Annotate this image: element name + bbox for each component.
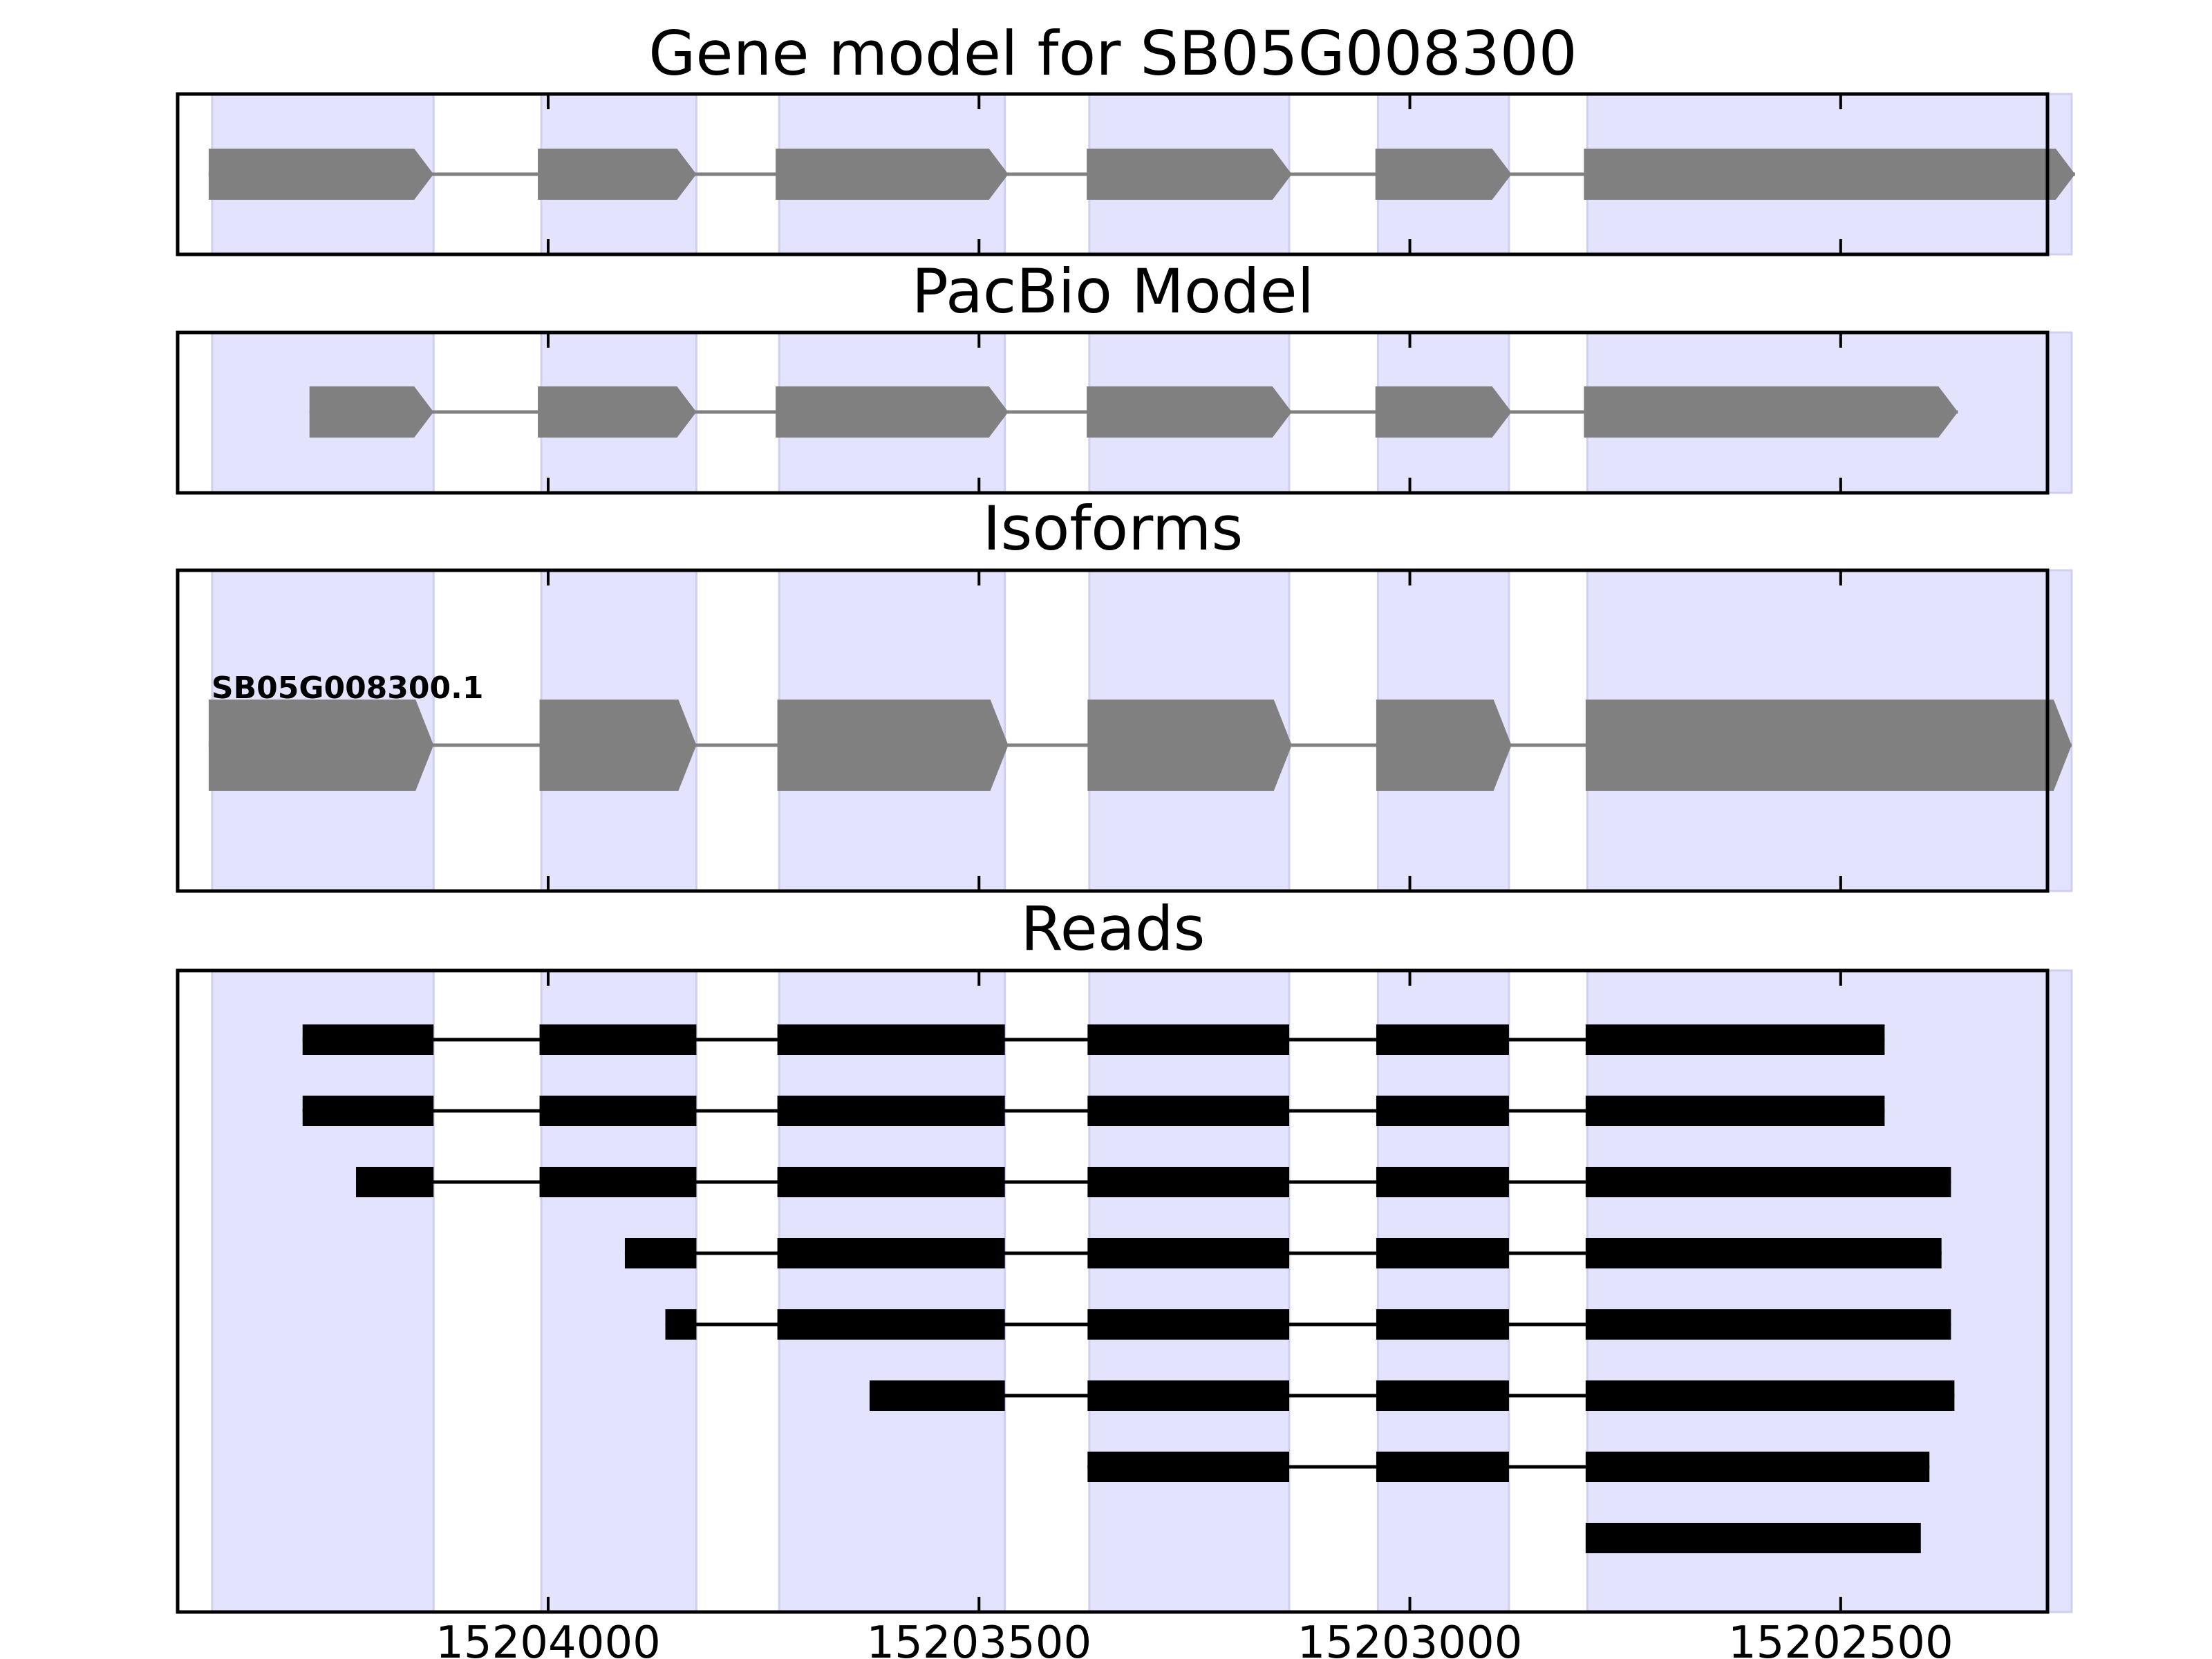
- exon-feature: [1584, 149, 2075, 200]
- read-row: [665, 1309, 1951, 1340]
- exon-feature: [1087, 149, 1292, 200]
- x-tick-label: 15203500: [866, 1618, 1091, 1659]
- read-block: [302, 1096, 434, 1126]
- read-block: [1376, 1167, 1509, 1197]
- panel-frame: [176, 92, 2050, 256]
- exon-feature: [1376, 700, 1512, 791]
- read-block: [1585, 1523, 1921, 1553]
- x-tick-label: 15202500: [1728, 1618, 1953, 1659]
- panel-title: PacBio Model: [912, 256, 1314, 327]
- exon-region-band: [540, 969, 697, 1613]
- read-row: [356, 1167, 1951, 1197]
- exon-feature: [776, 149, 1009, 200]
- read-block: [1087, 1024, 1290, 1055]
- read-block: [539, 1024, 697, 1055]
- exon-feature: [1375, 149, 1512, 200]
- x-axis: 15204000 15203500 15203000 15202500: [435, 1618, 1953, 1659]
- read-block: [624, 1238, 697, 1268]
- exon-region-band: [1088, 969, 1291, 1613]
- read-row: [1585, 1523, 1921, 1553]
- read-block: [1087, 1380, 1290, 1411]
- gene-panel: Gene model for SB05G008300: [176, 18, 2075, 256]
- read-block: [1087, 1309, 1290, 1340]
- read-block: [1585, 1238, 1942, 1268]
- read-block: [1087, 1452, 1290, 1482]
- read-block: [1585, 1167, 1951, 1197]
- panel-title: Gene model for SB05G008300: [648, 18, 1577, 89]
- panel-frame: [176, 968, 2050, 1614]
- exon-region-band: [778, 969, 1006, 1613]
- read-block: [777, 1096, 1005, 1126]
- read-block: [1087, 1096, 1290, 1126]
- read-block: [777, 1238, 1005, 1268]
- read-block: [1376, 1238, 1509, 1268]
- read-row: [302, 1096, 1885, 1126]
- read-row: [624, 1238, 1942, 1268]
- read-block: [1376, 1309, 1509, 1340]
- panel-title: Reads: [1021, 893, 1206, 964]
- exon-feature: [776, 386, 1009, 438]
- panel-frame: [176, 568, 2050, 893]
- read-block: [1376, 1096, 1509, 1126]
- read-block: [777, 1167, 1005, 1197]
- isoform-label: SB05G008300.1: [212, 671, 484, 706]
- read-block: [777, 1024, 1005, 1055]
- reads-panel: Reads: [176, 893, 2073, 1614]
- exon-feature: [208, 149, 434, 200]
- panel-title: Isoforms: [983, 493, 1244, 564]
- read-row: [302, 1024, 1885, 1055]
- exon-feature: [1584, 386, 1958, 438]
- exon-feature: [309, 386, 434, 438]
- isoforms-panel: Isoforms SB05G008300.1: [176, 493, 2073, 893]
- read-row: [869, 1380, 1955, 1411]
- x-tick-label: 15203000: [1297, 1618, 1523, 1659]
- read-block: [539, 1167, 697, 1197]
- exon-feature: [777, 700, 1009, 791]
- read-block: [665, 1309, 697, 1340]
- read-block: [1585, 1380, 1955, 1411]
- exon-feature: [208, 700, 434, 791]
- exon-region-band: [1586, 969, 2073, 1613]
- exon-feature: [1087, 386, 1292, 438]
- read-block: [1376, 1024, 1509, 1055]
- exon-feature: [539, 700, 697, 791]
- exon-region-band: [1376, 969, 1510, 1613]
- read-block: [1087, 1167, 1290, 1197]
- exon-region-band: [211, 969, 435, 1613]
- exon-feature: [1585, 700, 2072, 791]
- panel-frame: [176, 330, 2050, 495]
- pacbio-panel: PacBio Model: [176, 256, 2073, 495]
- read-row: [1087, 1452, 1930, 1482]
- exon-feature: [538, 149, 697, 200]
- read-block: [1376, 1452, 1509, 1482]
- exon-feature: [538, 386, 697, 438]
- read-block: [869, 1380, 1005, 1411]
- exon-feature: [1375, 386, 1512, 438]
- read-block: [1585, 1452, 1930, 1482]
- read-block: [1585, 1096, 1885, 1126]
- read-block: [356, 1167, 434, 1197]
- exon-feature: [1087, 700, 1292, 791]
- read-block: [1585, 1024, 1885, 1055]
- read-block: [777, 1309, 1005, 1340]
- read-block: [1585, 1309, 1951, 1340]
- read-block: [539, 1096, 697, 1126]
- x-tick-label: 15204000: [435, 1618, 661, 1659]
- read-block: [302, 1024, 434, 1055]
- read-block: [1087, 1238, 1290, 1268]
- read-block: [1376, 1380, 1509, 1411]
